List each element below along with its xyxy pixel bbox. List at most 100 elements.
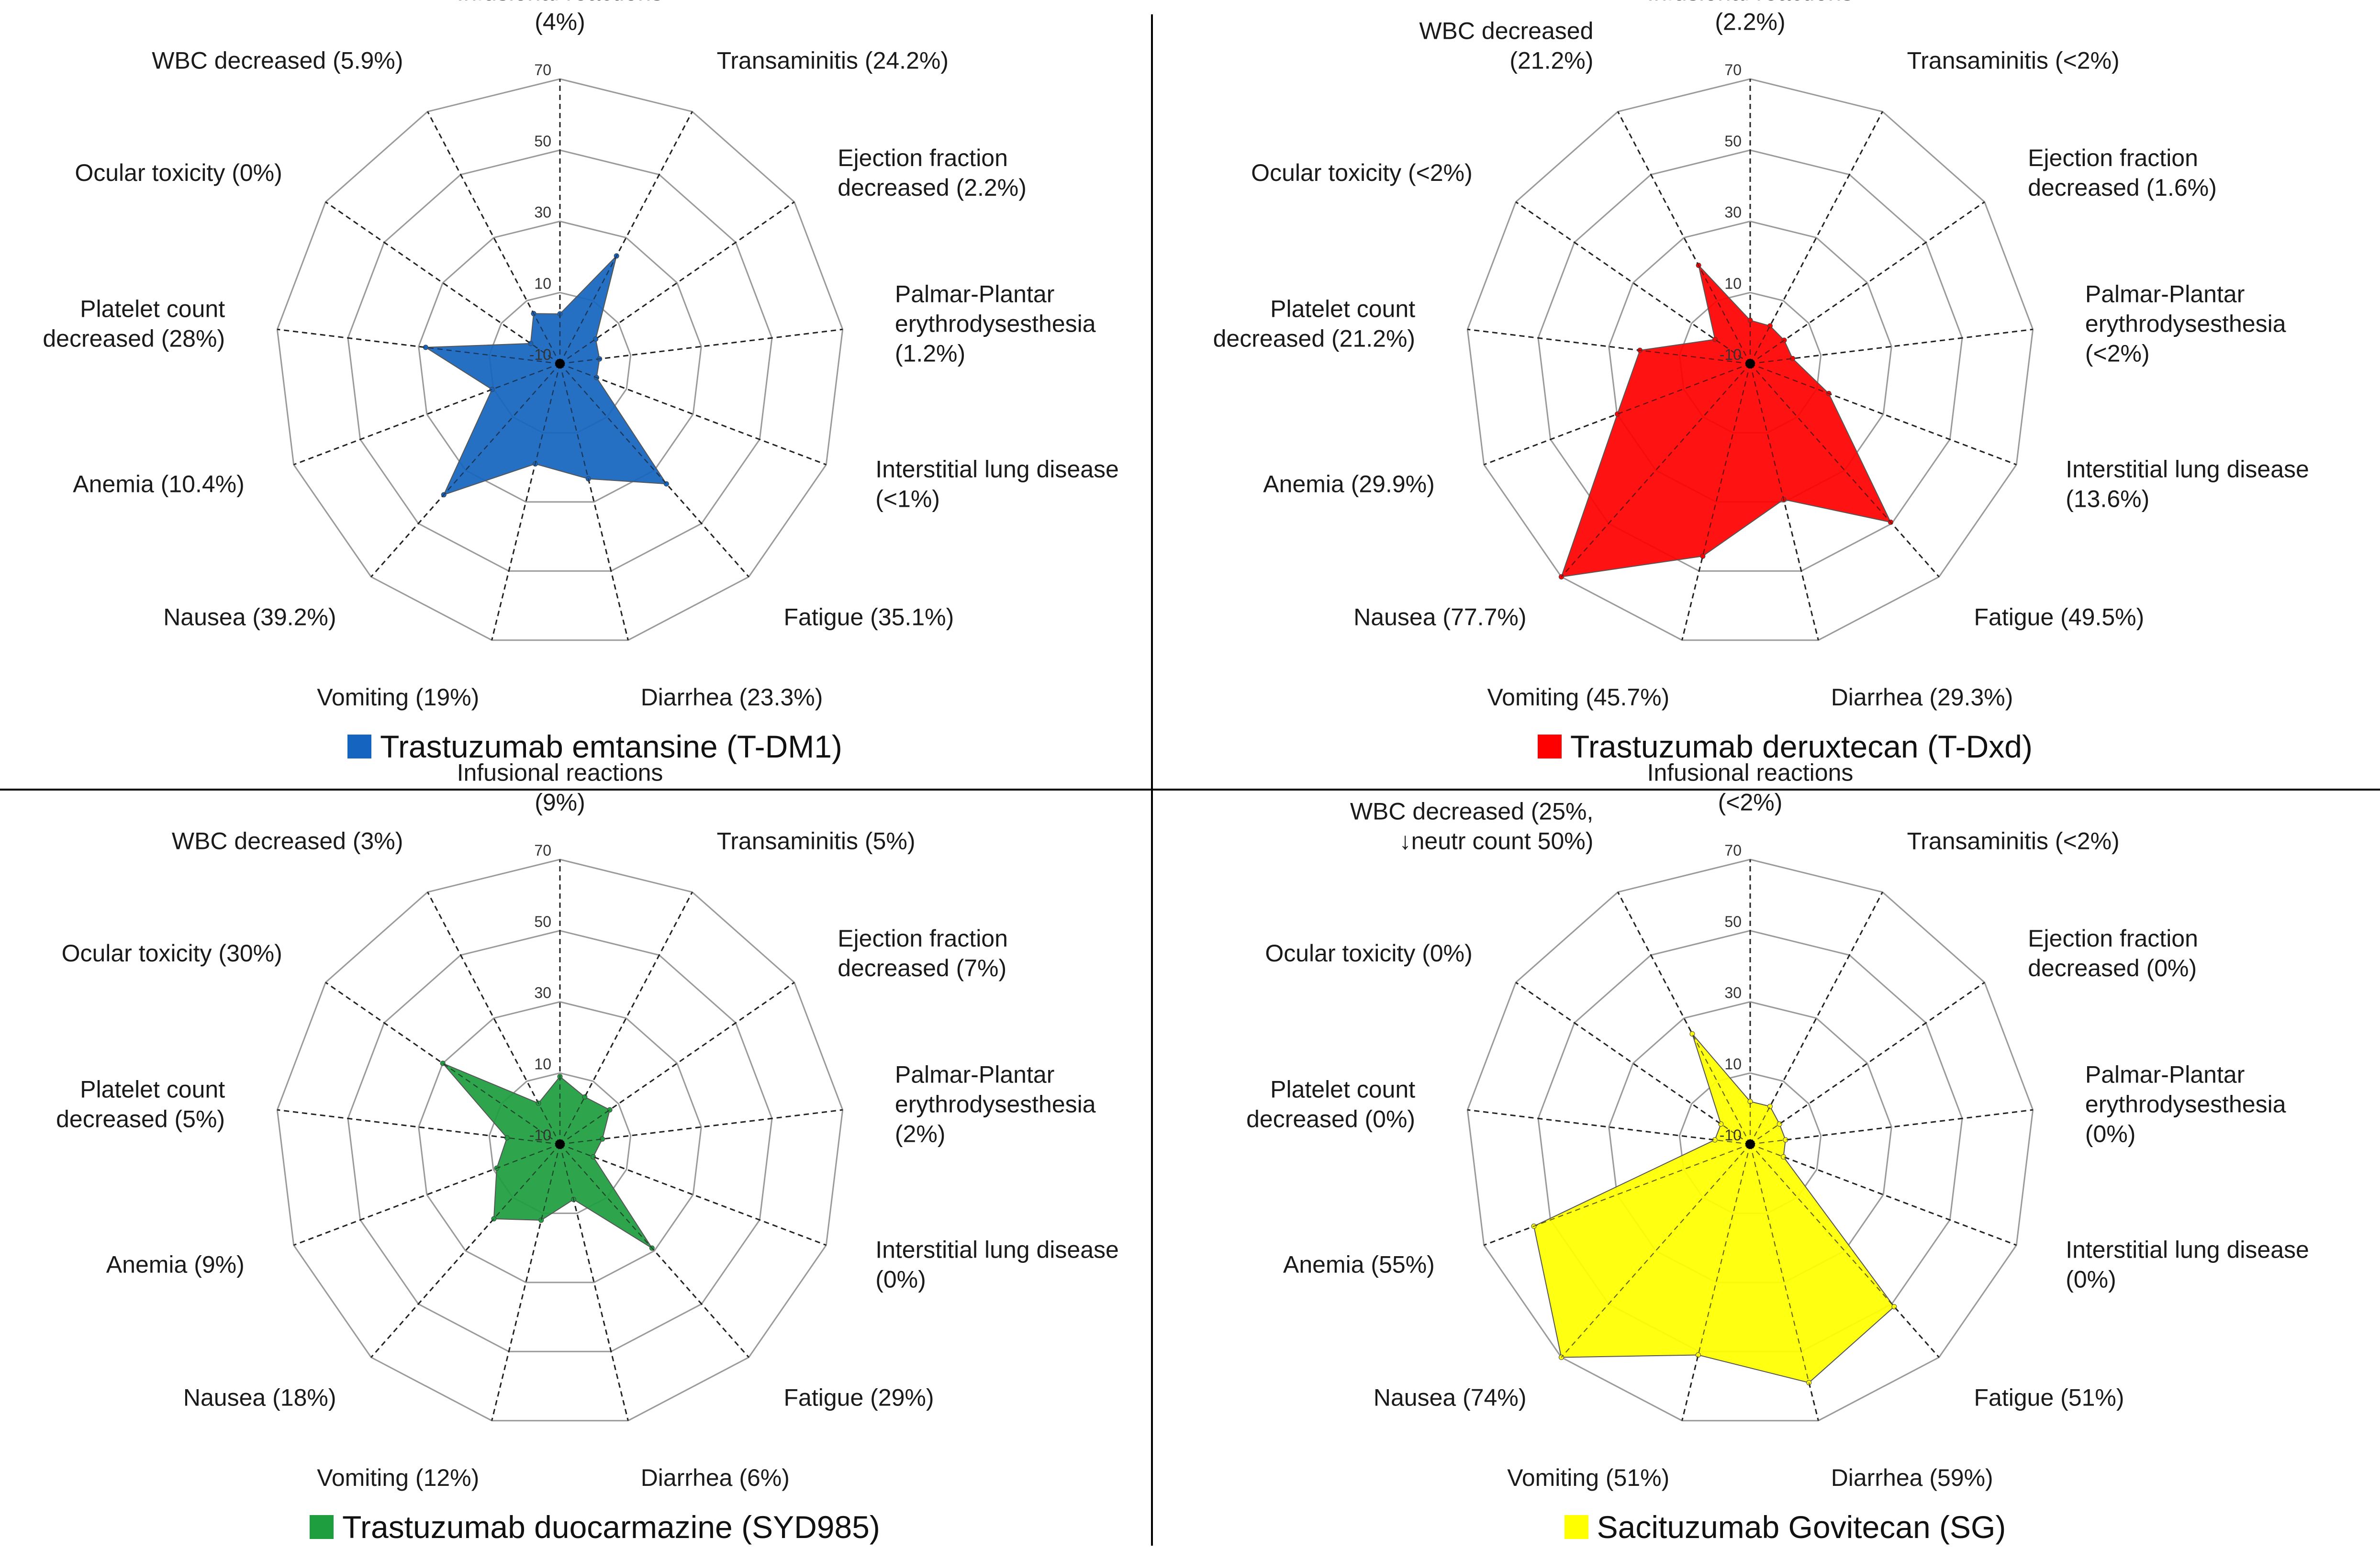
category-label-line: (2%) bbox=[895, 1121, 946, 1148]
category-label-9: Anemia (55%) bbox=[1283, 1251, 1435, 1278]
tick-label-0: -10 bbox=[1720, 346, 1742, 363]
tick-label-1: 10 bbox=[1724, 1055, 1742, 1072]
category-label-4: Interstitial lung disease (13.6%) bbox=[2066, 456, 2309, 513]
data-point-1 bbox=[582, 1094, 588, 1100]
category-label-2: Ejection fraction decreased (0%) bbox=[2028, 925, 2198, 981]
category-label-line: Interstitial lung disease bbox=[875, 456, 1119, 483]
category-label-line: WBC decreased (25%, bbox=[1350, 798, 1594, 825]
category-label-line: Anemia (10.4%) bbox=[73, 471, 245, 498]
spoke-overlay-7 bbox=[491, 363, 560, 640]
spoke-overlay-6 bbox=[559, 363, 629, 640]
spoke-overlay-11 bbox=[1515, 201, 1751, 364]
category-label-line: (<1%) bbox=[875, 486, 940, 513]
grid-ring-4 bbox=[276, 78, 844, 641]
radar-chart-t-dxd: -10 10 30 50 70 Infusional reactions (2.2%) Tra… bbox=[1213, 0, 2309, 711]
tick-label-2: 30 bbox=[534, 204, 551, 221]
category-label-0: Infusional reactions (<2%) bbox=[1647, 759, 1854, 816]
legend-swatch-syd985 bbox=[310, 1515, 334, 1539]
tick-label-0: -10 bbox=[529, 346, 551, 363]
data-point-12 bbox=[1689, 1031, 1695, 1037]
spoke-overlay-5 bbox=[559, 363, 749, 578]
spoke-overlay-2 bbox=[559, 982, 795, 1145]
category-label-line: Palmar-Plantar bbox=[2085, 281, 2245, 308]
category-label-line: Ejection fraction bbox=[2028, 925, 2198, 952]
category-label-5: Fatigue (35.1%) bbox=[784, 603, 954, 630]
category-label-line: Palmar-Plantar bbox=[895, 1061, 1054, 1088]
category-label-8: Nausea (39.2%) bbox=[163, 603, 336, 630]
spoke-overlay-2 bbox=[559, 201, 795, 364]
tick-label-3: 50 bbox=[534, 913, 551, 930]
category-label-line: Anemia (9%) bbox=[106, 1251, 245, 1278]
category-label-line: WBC decreased (3%) bbox=[172, 827, 403, 854]
category-label-line: Ocular toxicity (<2%) bbox=[1251, 159, 1473, 186]
category-label-2: Ejection fraction decreased (1.6%) bbox=[2028, 145, 2217, 201]
data-point-7 bbox=[1695, 1352, 1701, 1358]
category-label-line: (4%) bbox=[535, 9, 585, 35]
category-label-line: (0%) bbox=[875, 1266, 926, 1293]
legend-swatch-sg bbox=[1564, 1515, 1588, 1539]
spoke-overlay-3 bbox=[559, 1109, 843, 1145]
grid-ring-3 bbox=[347, 149, 773, 572]
category-label-line: Transaminitis (24.2%) bbox=[717, 47, 949, 74]
category-label-line: decreased (7%) bbox=[838, 955, 1006, 981]
category-label-line: Vomiting (51%) bbox=[1507, 1464, 1669, 1491]
category-label-9: Anemia (29.9%) bbox=[1263, 471, 1435, 498]
category-label-line: erythrodysesthesia bbox=[2085, 311, 2286, 337]
spoke-overlay-8 bbox=[1561, 363, 1751, 578]
spoke-overlay-12 bbox=[1617, 111, 1751, 364]
category-label-line: erythrodysesthesia bbox=[2085, 1091, 2286, 1118]
spoke-overlay-12 bbox=[427, 892, 560, 1145]
category-label-10: Platelet count decreased (0%) bbox=[1246, 1076, 1415, 1133]
category-label-line: Diarrhea (29.3%) bbox=[1831, 684, 2013, 711]
spoke-overlay-10 bbox=[1467, 1109, 1751, 1145]
legend-syd985: Trastuzumab duocarmazine (SYD985) bbox=[0, 1508, 1190, 1546]
category-label-line: Ejection fraction bbox=[838, 925, 1008, 952]
spoke-overlay-10 bbox=[277, 329, 560, 364]
category-label-9: Anemia (10.4%) bbox=[73, 471, 245, 498]
grid-ring-3 bbox=[347, 930, 773, 1352]
category-label-4: Interstitial lung disease (<1%) bbox=[875, 456, 1119, 513]
spoke-overlay-10 bbox=[277, 1109, 560, 1145]
spoke-overlay-6 bbox=[559, 1144, 629, 1421]
spoke-overlay-1 bbox=[559, 111, 693, 364]
spoke-overlay-12 bbox=[427, 111, 560, 364]
category-label-line: (<2%) bbox=[2085, 340, 2150, 367]
data-point-1 bbox=[1767, 323, 1773, 329]
spoke-overlay-8 bbox=[370, 1144, 560, 1358]
category-label-line: Fatigue (49.5%) bbox=[1974, 603, 2145, 630]
category-label-line: erythrodysesthesia bbox=[895, 311, 1096, 337]
data-point-2 bbox=[593, 336, 599, 342]
category-label-10: Platelet count decreased (5%) bbox=[56, 1076, 225, 1133]
legend-sg: Sacituzumab Govitecan (SG) bbox=[1190, 1508, 2380, 1546]
category-label-line: Ejection fraction bbox=[2028, 145, 2198, 171]
spoke-overlay-8 bbox=[370, 363, 560, 578]
tick-label-3: 50 bbox=[534, 133, 551, 150]
spoke-overlay-2 bbox=[1750, 201, 1985, 364]
category-label-2: Ejection fraction decreased (7%) bbox=[838, 925, 1008, 981]
category-label-line: Ocular toxicity (0%) bbox=[75, 159, 282, 186]
grid-ring-4 bbox=[1466, 78, 2034, 641]
spoke-overlay-7 bbox=[1681, 1144, 1751, 1421]
category-label-line: Fatigue (51%) bbox=[1974, 1384, 2124, 1411]
legend-swatch-t-dm1 bbox=[347, 735, 372, 758]
category-label-line: WBC decreased bbox=[1419, 17, 1593, 44]
vertical-divider bbox=[1151, 14, 1153, 1546]
grid-ring-2 bbox=[418, 220, 702, 503]
category-label-line: (21.2%) bbox=[1509, 47, 1593, 74]
spoke-overlay-1 bbox=[559, 892, 693, 1145]
tick-label-4: 70 bbox=[534, 61, 551, 78]
tick-label-0: -10 bbox=[529, 1126, 551, 1144]
category-label-line: WBC decreased (5.9%) bbox=[152, 47, 403, 74]
category-label-line: Palmar-Plantar bbox=[2085, 1061, 2245, 1088]
category-label-line: Nausea (39.2%) bbox=[163, 603, 336, 630]
category-label-6: Diarrhea (23.3%) bbox=[641, 684, 823, 711]
category-label-line: Nausea (18%) bbox=[183, 1384, 336, 1411]
grid-ring-3 bbox=[1537, 149, 1963, 572]
category-label-line: Vomiting (45.7%) bbox=[1487, 684, 1670, 711]
category-label-4: Interstitial lung disease (0%) bbox=[875, 1237, 1119, 1293]
spoke-overlay-9 bbox=[293, 363, 560, 465]
category-label-3: Palmar-Plantar erythrodysesthesia (2%) bbox=[895, 1061, 1096, 1148]
category-label-3: Palmar-Plantar erythrodysesthesia (1.2%) bbox=[895, 281, 1096, 367]
category-label-line: (0%) bbox=[2066, 1266, 2116, 1293]
